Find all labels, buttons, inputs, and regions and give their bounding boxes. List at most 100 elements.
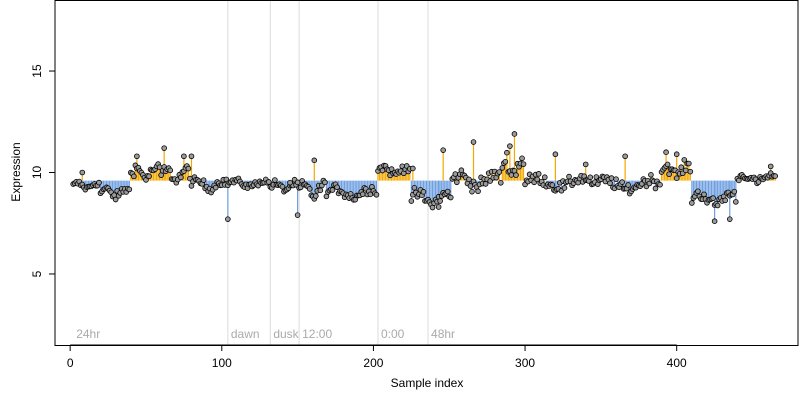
- data-point: [681, 157, 688, 163]
- data-point: [534, 176, 540, 183]
- data-point: [454, 179, 460, 186]
- data-point: [444, 188, 451, 195]
- marker-label: dusk: [273, 327, 299, 341]
- data-point: [686, 160, 692, 167]
- data-point: [657, 181, 663, 188]
- data-point: [552, 151, 559, 158]
- data-point: [663, 149, 669, 156]
- data-point: [496, 169, 503, 175]
- data-point: [513, 172, 519, 178]
- data-point: [502, 158, 509, 165]
- x-axis-label: Sample index: [391, 376, 464, 390]
- data-point: [167, 167, 174, 174]
- data-point: [566, 173, 572, 180]
- marker-labels: 24hr dawn dusk 12:00 0:00 48hr: [76, 327, 455, 341]
- y-axis: 5 10 15: [30, 64, 55, 277]
- data-point: [134, 153, 140, 160]
- data-point: [710, 195, 716, 201]
- data-point: [126, 186, 133, 193]
- data-point: [652, 185, 659, 192]
- data-point: [178, 174, 184, 181]
- data-point: [664, 161, 671, 168]
- data-point: [701, 191, 707, 198]
- data-point: [334, 184, 340, 191]
- marker-lines: [227, 1, 429, 345]
- data-point: [499, 165, 506, 171]
- x-tick-label: 100: [212, 356, 232, 370]
- data-point: [504, 149, 510, 156]
- data-point: [466, 176, 472, 183]
- data-point: [511, 131, 518, 137]
- data-point: [722, 197, 729, 204]
- marker-label: 48hr: [431, 327, 455, 341]
- data-point: [447, 194, 454, 201]
- x-tick-label: 0: [67, 356, 74, 370]
- data-point: [678, 164, 685, 171]
- data-point: [520, 161, 527, 167]
- data-point: [379, 167, 386, 174]
- data-point: [731, 188, 738, 195]
- data-point: [408, 198, 415, 204]
- data-point: [673, 175, 680, 181]
- data-point: [497, 179, 504, 186]
- marker-label: 24hr: [76, 327, 100, 341]
- data-point: [682, 167, 689, 174]
- x-tick-label: 200: [363, 356, 383, 370]
- data-point: [317, 187, 324, 194]
- data-point: [482, 181, 489, 187]
- data-point: [622, 153, 628, 160]
- data-point: [272, 177, 278, 183]
- data-point: [535, 171, 542, 177]
- data-point: [311, 157, 318, 164]
- data-point: [648, 172, 654, 178]
- data-point: [507, 143, 513, 149]
- data-point: [435, 204, 442, 210]
- data-point: [687, 168, 694, 175]
- data-point: [131, 173, 137, 180]
- data-point: [711, 218, 718, 225]
- data-point: [420, 189, 427, 195]
- data-point: [673, 151, 680, 158]
- data-point: [582, 161, 589, 168]
- data-point: [714, 202, 721, 209]
- data-point: [467, 183, 474, 189]
- data-point: [279, 184, 286, 190]
- data-point: [294, 212, 301, 218]
- data-point: [360, 191, 366, 198]
- data-point: [726, 216, 733, 222]
- data-point: [313, 193, 319, 199]
- data-point: [549, 182, 556, 188]
- data-point: [79, 169, 86, 176]
- data-point: [411, 184, 418, 191]
- data-point: [322, 179, 328, 186]
- data-point: [96, 179, 102, 186]
- data-point: [470, 139, 477, 145]
- data-point: [410, 165, 416, 172]
- data-point: [437, 198, 443, 204]
- data-point: [161, 145, 167, 151]
- data-point: [625, 182, 631, 188]
- data-point: [329, 187, 336, 193]
- data-point: [607, 180, 613, 187]
- data-point: [695, 188, 701, 195]
- data-point: [772, 173, 779, 179]
- y-tick-label: 5: [30, 270, 44, 277]
- data-point: [266, 179, 272, 185]
- data-point: [440, 147, 446, 153]
- data-point: [287, 179, 293, 186]
- data-point: [619, 179, 625, 185]
- x-tick-label: 300: [515, 356, 535, 370]
- data-point: [587, 174, 594, 181]
- data-point: [469, 188, 475, 195]
- data-point: [613, 176, 619, 182]
- data-points: [70, 131, 779, 225]
- data-point: [225, 216, 231, 222]
- data-point: [736, 177, 742, 184]
- data-point: [373, 191, 380, 198]
- data-point: [212, 184, 219, 191]
- data-point: [541, 174, 548, 181]
- marker-label: 0:00: [381, 327, 405, 341]
- data-point: [146, 173, 152, 180]
- y-tick-label: 15: [30, 64, 44, 78]
- data-point: [185, 165, 192, 172]
